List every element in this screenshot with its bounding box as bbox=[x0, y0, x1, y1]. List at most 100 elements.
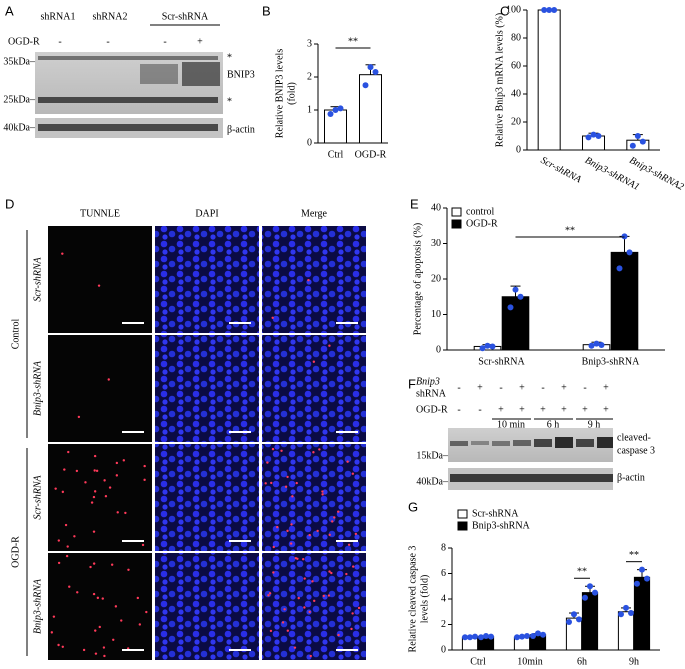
tunel-signal bbox=[321, 490, 324, 493]
sign: + bbox=[540, 404, 546, 415]
tunel-signal bbox=[104, 495, 108, 498]
tunel-signal bbox=[92, 562, 96, 565]
tunel-signal bbox=[66, 545, 69, 548]
bar bbox=[501, 296, 530, 351]
tunel-signal bbox=[327, 594, 331, 597]
tunel-signal bbox=[303, 577, 306, 580]
y-tick-label: 6 bbox=[441, 568, 446, 579]
y-tick-label: 0 bbox=[516, 144, 521, 155]
time-label: 10 min bbox=[497, 419, 525, 430]
micrograph bbox=[48, 335, 152, 442]
data-point bbox=[593, 340, 600, 347]
tunel-signal bbox=[295, 481, 298, 485]
y-tick-label: 100 bbox=[506, 4, 521, 15]
tunel-signal bbox=[284, 485, 288, 488]
sign: + bbox=[582, 404, 588, 415]
tunel-signal bbox=[94, 652, 98, 655]
lane-header: shRNA2 bbox=[92, 11, 127, 22]
y-tick-label: 4 bbox=[441, 593, 446, 604]
tunel-signal bbox=[270, 481, 273, 485]
tunel-signal bbox=[57, 643, 60, 647]
tunel-signal bbox=[68, 585, 71, 588]
tunel-signal bbox=[93, 490, 97, 493]
data-point bbox=[623, 604, 629, 611]
significance-label: ** bbox=[565, 225, 575, 236]
tunel-signal bbox=[145, 610, 148, 614]
band-label: * bbox=[227, 96, 232, 107]
data-point bbox=[514, 634, 520, 641]
bar bbox=[610, 251, 639, 351]
tunel-signal bbox=[102, 646, 106, 649]
tunel-signal bbox=[272, 571, 275, 574]
y-axis-label: (fold) bbox=[286, 82, 297, 105]
data-point bbox=[590, 131, 597, 138]
column-header: Merge bbox=[301, 208, 327, 219]
tunel-signal bbox=[103, 654, 106, 658]
tunel-signal bbox=[57, 561, 61, 565]
tunel-signal bbox=[297, 596, 300, 600]
panel-label: A bbox=[5, 3, 14, 18]
data-point bbox=[337, 105, 344, 112]
tunel-signal bbox=[271, 316, 274, 319]
data-point bbox=[512, 286, 519, 293]
y-tick-label: 30 bbox=[431, 238, 441, 249]
tunel-signal bbox=[286, 529, 289, 533]
tunel-signal bbox=[272, 545, 275, 549]
y-axis-label: Relative cleaved caspase 3 bbox=[407, 546, 418, 653]
tunel-signal bbox=[307, 278, 310, 282]
data-point bbox=[540, 631, 546, 638]
y-tick-label: 0 bbox=[441, 644, 446, 655]
micrograph bbox=[262, 553, 366, 660]
tunel-signal bbox=[331, 520, 334, 523]
tunel-signal bbox=[95, 469, 99, 473]
tunel-signal bbox=[76, 591, 79, 594]
tunel-signal bbox=[54, 487, 57, 490]
x-tick-label: 9h bbox=[629, 656, 639, 667]
micrograph bbox=[48, 226, 152, 333]
tunel-signal bbox=[141, 543, 145, 547]
x-tick-label: Ctrl bbox=[470, 656, 486, 667]
data-point bbox=[634, 580, 640, 587]
data-point bbox=[629, 142, 636, 149]
micrograph bbox=[155, 335, 259, 442]
data-point bbox=[639, 566, 645, 573]
data-point bbox=[530, 632, 536, 639]
mw-marker: 25kDa– bbox=[3, 94, 36, 105]
tunel-signal bbox=[345, 572, 348, 576]
data-point bbox=[478, 634, 484, 641]
y-tick-label: 80 bbox=[511, 32, 521, 43]
tunel-signal bbox=[82, 648, 86, 652]
data-point bbox=[634, 133, 641, 139]
data-point bbox=[524, 632, 530, 639]
tunel-signal bbox=[328, 344, 331, 347]
tunel-signal bbox=[351, 612, 354, 615]
tunel-signal bbox=[309, 654, 312, 658]
tunel-signal bbox=[291, 495, 294, 498]
time-label: 9 h bbox=[588, 419, 601, 430]
tunel-signal bbox=[108, 486, 112, 489]
y-tick-label: 20 bbox=[511, 116, 521, 127]
row-label: Scr-shRNA bbox=[32, 256, 43, 301]
sign: - bbox=[541, 382, 544, 393]
tunel-signal bbox=[90, 501, 94, 504]
tunel-signal bbox=[57, 539, 61, 542]
sign: + bbox=[561, 404, 567, 415]
bar bbox=[633, 576, 651, 651]
data-point bbox=[362, 82, 369, 89]
sign: + bbox=[561, 382, 567, 393]
tunel-signal bbox=[312, 451, 315, 454]
legend-swatch bbox=[457, 521, 468, 531]
tunel-signal bbox=[136, 596, 140, 600]
tunel-signal bbox=[267, 594, 270, 597]
band-label: * bbox=[227, 52, 232, 63]
data-point bbox=[588, 342, 595, 349]
data-point bbox=[618, 611, 624, 618]
x-tick-label: 6h bbox=[577, 656, 587, 667]
y-axis-label: Relative Bnip3 mRNA levels (%) bbox=[494, 13, 505, 147]
tunel-signal bbox=[64, 523, 68, 527]
mw-marker: 15kDa– bbox=[416, 450, 449, 461]
tunel-signal bbox=[286, 629, 290, 632]
data-point bbox=[598, 342, 605, 349]
panel-label: F bbox=[408, 376, 416, 391]
group-label: Control bbox=[10, 319, 21, 350]
